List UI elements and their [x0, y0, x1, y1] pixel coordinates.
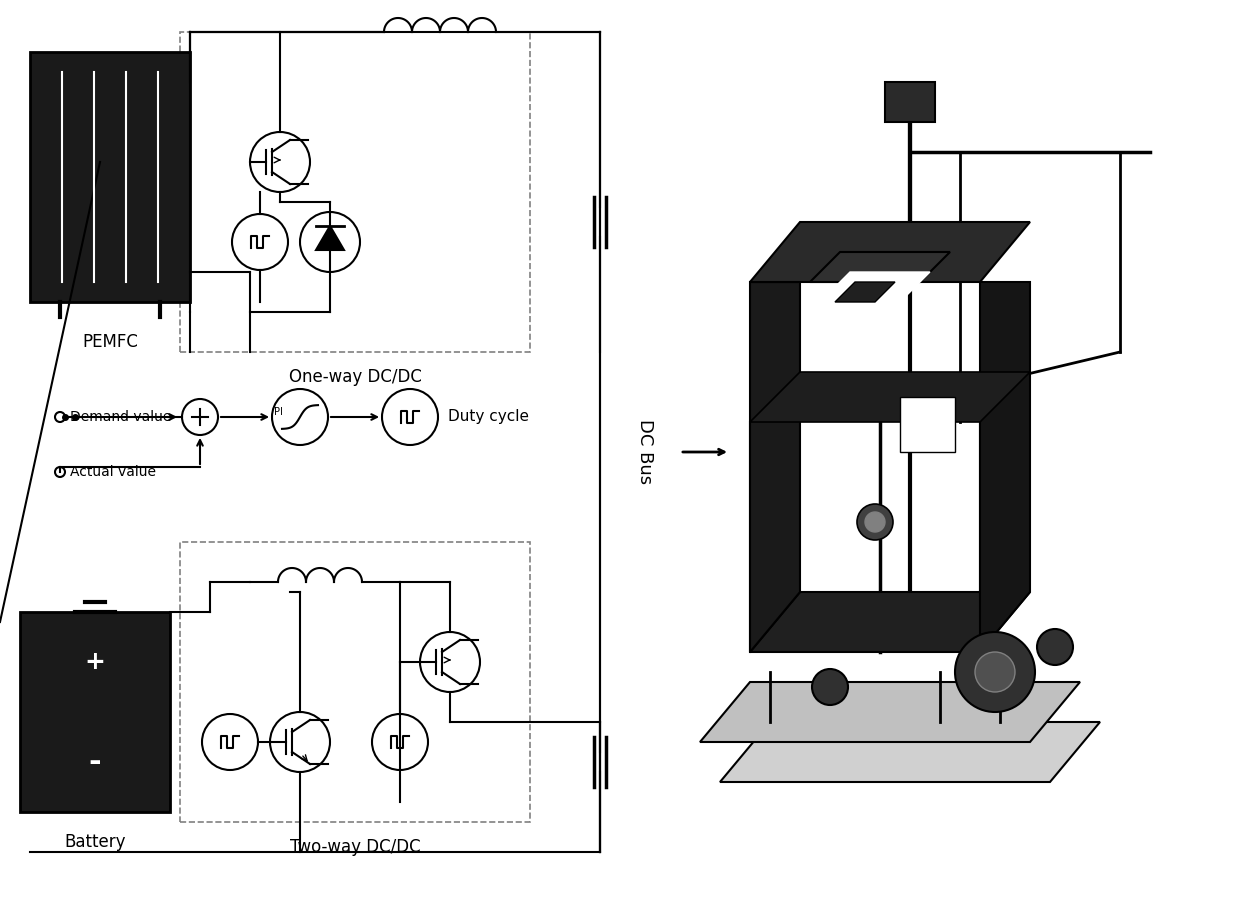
- Circle shape: [1037, 629, 1073, 665]
- Text: Actual value: Actual value: [69, 465, 156, 479]
- Bar: [20, 612, 170, 812]
- Bar: [30, 52, 190, 302]
- Text: PI: PI: [274, 407, 282, 417]
- Polygon shape: [700, 682, 1080, 742]
- Polygon shape: [720, 722, 1100, 782]
- Circle shape: [812, 669, 847, 705]
- Polygon shape: [750, 592, 1030, 652]
- Text: DC Bus: DC Bus: [636, 419, 654, 484]
- Bar: [900, 397, 955, 452]
- Text: Demand value: Demand value: [69, 410, 171, 424]
- Bar: [180, 32, 530, 352]
- Polygon shape: [980, 282, 1030, 652]
- Polygon shape: [820, 272, 930, 302]
- Polygon shape: [810, 252, 950, 282]
- Text: +: +: [84, 650, 105, 674]
- Text: Battery: Battery: [64, 833, 125, 851]
- Bar: [885, 82, 935, 122]
- Bar: [180, 542, 530, 822]
- Polygon shape: [750, 282, 800, 652]
- Circle shape: [975, 652, 1015, 692]
- Text: Two-way DC/DC: Two-way DC/DC: [290, 838, 420, 856]
- Text: -: -: [89, 748, 102, 777]
- Circle shape: [955, 632, 1035, 712]
- Text: One-way DC/DC: One-way DC/DC: [289, 368, 421, 386]
- Circle shape: [857, 504, 893, 540]
- Polygon shape: [835, 282, 895, 302]
- Text: PEMFC: PEMFC: [82, 333, 138, 351]
- Polygon shape: [750, 372, 1030, 422]
- Polygon shape: [316, 226, 344, 250]
- Polygon shape: [750, 222, 1030, 282]
- Circle shape: [865, 512, 885, 532]
- Text: Duty cycle: Duty cycle: [449, 410, 529, 425]
